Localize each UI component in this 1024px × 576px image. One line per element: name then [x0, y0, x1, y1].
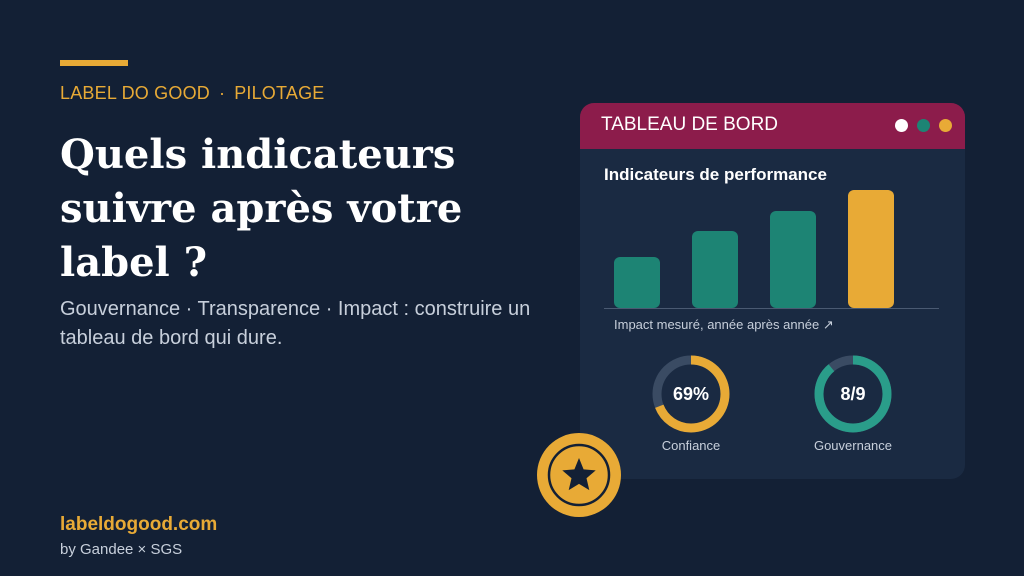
gouvernance-ring-arc	[814, 355, 892, 433]
chart-caption: Impact mesuré, année après année ↗	[614, 317, 834, 332]
gouvernance-label: Gouvernance	[813, 438, 893, 453]
page-title: Quels indicateurs suivre après votre lab…	[60, 131, 463, 286]
window-dot-yellow	[939, 119, 952, 132]
site-link[interactable]: labeldogood.com	[60, 514, 218, 535]
page-subtitle: Gouvernance · Transparence · Impact : co…	[60, 298, 531, 349]
kicker-section: PILOTAGE	[234, 83, 325, 103]
chart-bar	[848, 190, 894, 308]
chart-bar	[692, 231, 738, 308]
confiance-value: 69%	[672, 384, 710, 404]
accent-bar	[60, 60, 128, 66]
kicker-brand: LABEL DO GOOD	[60, 83, 210, 103]
confiance-label: Confiance	[661, 438, 721, 453]
chart-baseline	[604, 308, 939, 309]
dashboard-card: TABLEAU DE BORD Indicateurs de performan…	[580, 103, 965, 479]
chart-bar	[614, 256, 660, 308]
panel-title: Indicateurs de performance	[604, 165, 827, 184]
confiance-ring-arc	[652, 355, 730, 433]
confiance-ring	[652, 355, 730, 433]
gouvernance-ring	[814, 355, 892, 433]
kicker-separator: ·	[218, 83, 226, 103]
star-badge	[537, 433, 621, 517]
card-header: TABLEAU DE BORD	[580, 103, 965, 149]
window-dot-green	[917, 119, 930, 132]
chart-bar	[770, 210, 816, 308]
gouvernance-value: 8/9	[840, 384, 866, 404]
card-title: TABLEAU DE BORD	[601, 114, 779, 135]
byline: by Gandee × SGS	[60, 541, 183, 558]
star-icon	[562, 458, 596, 491]
window-dot-white	[895, 119, 908, 132]
kicker: LABEL DO GOOD · PILOTAGE	[60, 83, 324, 104]
